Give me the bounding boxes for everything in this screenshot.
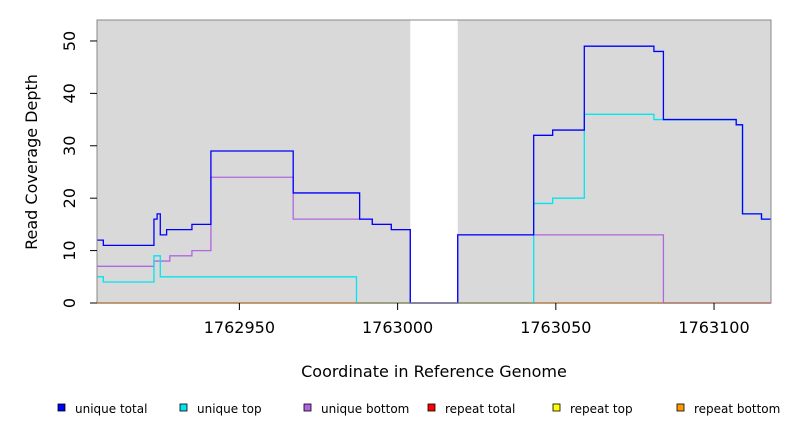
legend-swatch	[427, 403, 436, 412]
legend-swatch	[179, 403, 188, 412]
legend-label: repeat top	[570, 402, 633, 416]
x-tick-label: 1763050	[520, 318, 591, 337]
y-tick-label: 50	[60, 31, 79, 51]
gap-region	[410, 20, 458, 303]
y-tick-label: 30	[60, 136, 79, 156]
plot-frame	[96, 19, 772, 304]
legend-label: repeat bottom	[694, 402, 780, 416]
y-axis-title: Read Coverage Depth	[22, 74, 41, 250]
x-axis-title: Coordinate in Reference Genome	[301, 362, 567, 381]
y-axis: 0 10 20 30 40 50	[60, 31, 97, 308]
x-axis: 1762950 1763000 1763050 1763100	[204, 303, 750, 337]
legend-swatch	[552, 403, 561, 412]
y-tick-label: 10	[60, 240, 79, 260]
x-tick-label: 1763000	[362, 318, 433, 337]
legend-label: unique top	[197, 402, 262, 416]
legend: unique total unique top unique bottom repea…	[57, 402, 780, 416]
x-tick-label: 1762950	[204, 318, 275, 337]
legend-swatch	[303, 403, 312, 412]
legend-label: unique total	[75, 402, 147, 416]
legend-swatch	[676, 403, 685, 412]
x-tick-label: 1763100	[678, 318, 749, 337]
series-line-unique-total	[97, 45, 771, 304]
legend-label: repeat total	[445, 402, 515, 416]
legend-swatch	[57, 403, 66, 412]
y-tick-label: 0	[60, 298, 79, 308]
y-tick-label: 40	[60, 83, 79, 103]
legend-label: unique bottom	[321, 402, 409, 416]
y-tick-label: 20	[60, 188, 79, 208]
